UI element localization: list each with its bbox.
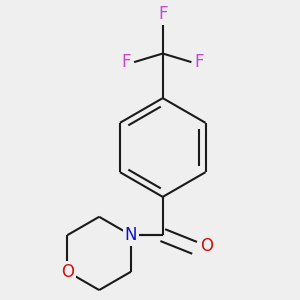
Text: F: F	[195, 53, 204, 71]
Text: O: O	[61, 263, 74, 281]
Text: O: O	[200, 237, 213, 255]
Text: F: F	[158, 5, 167, 23]
Text: F: F	[122, 53, 131, 71]
Text: N: N	[124, 226, 137, 244]
